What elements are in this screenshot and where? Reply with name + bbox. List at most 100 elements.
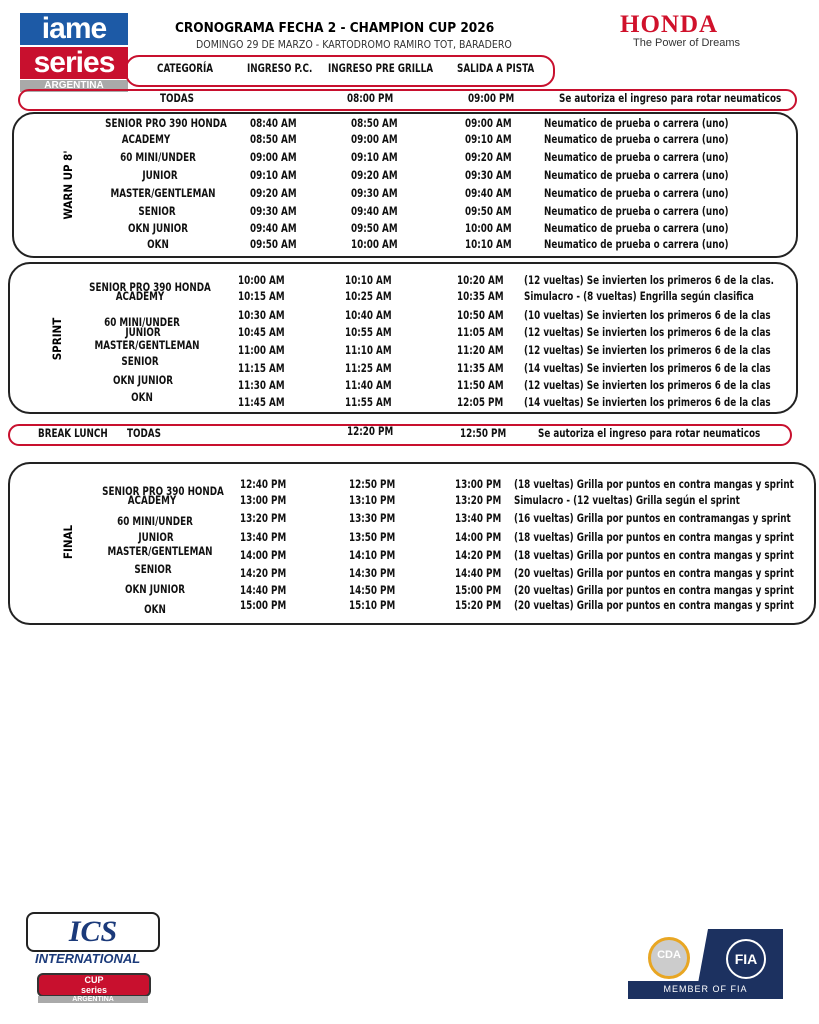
- warmup-row-ingreso-pc: 09:00 AM: [250, 150, 297, 164]
- sprint-row-note: Simulacro - (8 vueltas) Engrilla según c…: [524, 289, 754, 303]
- break-note: Se autoriza el ingreso para rotar neumat…: [538, 426, 761, 440]
- sprint-row-note: (12 vueltas) Se invierten los primeros 6…: [524, 273, 774, 287]
- sprint-row-category: SENIOR PRO 390 HONDA: [89, 280, 211, 294]
- honda-tagline: The Power of Dreams: [633, 37, 740, 49]
- warmup-row-ingreso-pc: 09:20 AM: [250, 186, 297, 200]
- sprint-label: SPRINT: [50, 317, 64, 361]
- final-row-ingreso-pre-grilla: 13:50 PM: [349, 530, 396, 544]
- warmup-row-salida: 09:40 AM: [465, 186, 512, 200]
- warmup-row-ingreso-pc: 09:30 AM: [250, 204, 297, 218]
- warmup-row-category: OKN: [147, 237, 169, 251]
- warmup-row-category: OKN JUNIOR: [127, 221, 189, 235]
- final-row-salida: 13:20 PM: [455, 493, 502, 507]
- sprint-row-salida: 11:05 AM: [457, 325, 504, 339]
- sprint-row-salida: 11:50 AM: [457, 378, 504, 392]
- logo-text: ICS: [68, 915, 118, 948]
- warmup-row-category: JUNIOR: [142, 168, 178, 182]
- sprint-row-ingreso-pc: 10:15 AM: [238, 289, 285, 303]
- sprint-row-note: (10 vueltas) Se invierten los primeros 6…: [524, 308, 771, 322]
- warmup-row-category: MASTER/GENTLEMAN: [110, 186, 216, 200]
- sprint-row-note: (14 vueltas) Se invierten los primeros 6…: [524, 361, 771, 375]
- sprint-row-ingreso-pc: 10:30 AM: [238, 308, 285, 322]
- final-row-salida: 14:40 PM: [455, 566, 502, 580]
- final-row-salida: 13:00 PM: [455, 477, 502, 491]
- warmup-row-ingreso-pc: 08:40 AM: [250, 116, 297, 130]
- sprint-row-ingreso-pc: 11:15 AM: [238, 361, 285, 375]
- warmup-row-ingreso-pre-grilla: 08:50 AM: [351, 116, 398, 130]
- warmup-row-ingreso-pre-grilla: 09:20 AM: [351, 168, 398, 182]
- final-row-note: (18 vueltas) Grilla por puntos en contra…: [514, 477, 794, 491]
- sprint-row-ingreso-pre-grilla: 10:25 AM: [345, 289, 392, 303]
- warmup-row-note: Neumatico de prueba o carrera (uno): [544, 150, 729, 164]
- sprint-row-ingreso-pre-grilla: 11:55 AM: [345, 395, 392, 409]
- warmup-row-salida: 10:10 AM: [465, 237, 512, 251]
- final-row-ingreso-pre-grilla: 12:50 PM: [349, 477, 396, 491]
- warmup-row-note: Neumatico de prueba o carrera (uno): [544, 237, 729, 251]
- final-row-ingreso-pre-grilla: 15:10 PM: [349, 598, 396, 612]
- sprint-row-category: OKN JUNIOR: [112, 373, 174, 387]
- sprint-row-note: (12 vueltas) Se invierten los primeros 6…: [524, 325, 771, 339]
- warmup-row-note: Neumatico de prueba o carrera (uno): [544, 116, 729, 130]
- column-header-ingreso-pre-grilla: INGRESO PRE GRILLA: [328, 61, 434, 75]
- final-row-category: SENIOR PRO 390 HONDA: [102, 484, 224, 498]
- warmup-row-ingreso-pc: 09:40 AM: [250, 221, 297, 235]
- final-row-ingreso-pre-grilla: 14:50 PM: [349, 583, 396, 597]
- ics-logo: ICS: [26, 912, 160, 952]
- warmup-row-salida: 09:10 AM: [465, 132, 512, 146]
- sprint-row-ingreso-pc: 11:00 AM: [238, 343, 285, 357]
- final-row-ingreso-pc: 13:40 PM: [240, 530, 287, 544]
- final-row-ingreso-pre-grilla: 13:30 PM: [349, 511, 396, 525]
- sprint-row-ingreso-pc: 11:30 AM: [238, 378, 285, 392]
- warmup-row-salida: 09:00 AM: [465, 116, 512, 130]
- sprint-row-salida: 10:35 AM: [457, 289, 504, 303]
- break-salida: 12:50 PM: [460, 426, 507, 440]
- warmup-row-ingreso-pre-grilla: 09:10 AM: [351, 150, 398, 164]
- break-pre-grilla: 12:20 PM: [347, 424, 394, 438]
- iame-series-logo: iame series ARGENTINA: [20, 13, 128, 92]
- final-row-category: SENIOR: [134, 562, 172, 576]
- warmup-row-note: Neumatico de prueba o carrera (uno): [544, 132, 729, 146]
- warmup-row-note: Neumatico de prueba o carrera (uno): [544, 221, 729, 235]
- final-row-salida: 14:00 PM: [455, 530, 502, 544]
- sprint-row-ingreso-pre-grilla: 11:40 AM: [345, 378, 392, 392]
- column-header-bar: [125, 55, 555, 87]
- break-category: TODAS: [127, 426, 161, 440]
- todas-note: Se autoriza el ingreso para rotar neumat…: [559, 91, 782, 105]
- sprint-row-category: MASTER/GENTLEMAN: [94, 338, 200, 352]
- final-row-note: (16 vueltas) Grilla por puntos en contra…: [514, 511, 791, 525]
- fia-globe-emblem: FIA: [726, 939, 766, 979]
- sprint-row-salida: 11:20 AM: [457, 343, 504, 357]
- final-row-ingreso-pre-grilla: 14:10 PM: [349, 548, 396, 562]
- final-row-salida: 14:20 PM: [455, 548, 502, 562]
- warmup-row-note: Neumatico de prueba o carrera (uno): [544, 204, 729, 218]
- warmup-row-category: SENIOR PRO 390 HONDA: [105, 116, 227, 130]
- final-row-category: MASTER/GENTLEMAN: [107, 544, 213, 558]
- final-row-ingreso-pc: 13:20 PM: [240, 511, 287, 525]
- final-row-ingreso-pc: 12:40 PM: [240, 477, 287, 491]
- final-row-note: Simulacro - (12 vueltas) Grilla según el…: [514, 493, 740, 507]
- sprint-row-ingreso-pre-grilla: 10:55 AM: [345, 325, 392, 339]
- sprint-row-ingreso-pre-grilla: 10:10 AM: [345, 273, 392, 287]
- column-header-ingreso-pc: INGRESO P.C.: [247, 61, 313, 75]
- warmup-row-salida: 09:20 AM: [465, 150, 512, 164]
- warmup-row-category: 60 MINI/UNDER: [120, 150, 196, 164]
- warmup-row-ingreso-pc: 09:10 AM: [250, 168, 297, 182]
- final-row-category: OKN: [144, 602, 166, 616]
- final-row-note: (20 vueltas) Grilla por puntos en contra…: [514, 598, 794, 612]
- warmup-row-note: Neumatico de prueba o carrera (uno): [544, 168, 729, 182]
- logo-text: series: [20, 47, 128, 79]
- sprint-row-ingreso-pre-grilla: 10:40 AM: [345, 308, 392, 322]
- warmup-row-salida: 09:30 AM: [465, 168, 512, 182]
- final-section: [8, 462, 816, 625]
- logo-text: series: [80, 985, 108, 995]
- sprint-section: [8, 262, 798, 414]
- sprint-row-salida: 11:35 AM: [457, 361, 504, 375]
- cup-series-logo: CUP series: [37, 973, 151, 997]
- honda-logo: HONDA: [620, 11, 719, 38]
- warmup-row-ingreso-pc: 08:50 AM: [250, 132, 297, 146]
- page-subtitle: DOMINGO 29 DE MARZO - KARTODROMO RAMIRO …: [196, 39, 512, 51]
- member-of-fia-text: MEMBER OF FIA: [663, 984, 748, 994]
- final-row-category: OKN JUNIOR: [124, 582, 186, 596]
- todas-category: TODAS: [160, 91, 194, 105]
- logo-text: ARGENTINA: [38, 996, 148, 1003]
